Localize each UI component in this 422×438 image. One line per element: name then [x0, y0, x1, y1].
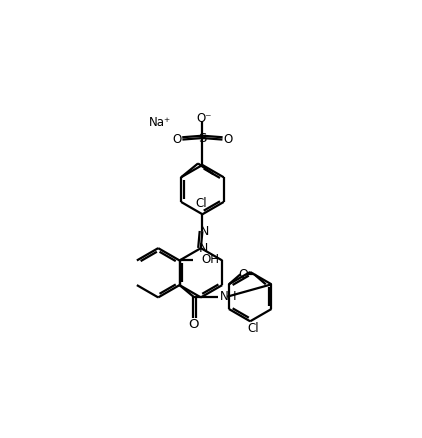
Text: Cl: Cl: [247, 322, 259, 336]
Text: O: O: [172, 133, 181, 146]
Text: NH: NH: [219, 290, 237, 303]
Text: OH: OH: [201, 253, 219, 266]
Text: Cl: Cl: [195, 197, 206, 210]
Text: O: O: [238, 268, 249, 281]
Text: O: O: [223, 133, 233, 146]
Text: N: N: [200, 225, 209, 238]
Text: O⁻: O⁻: [196, 112, 212, 124]
Text: O: O: [188, 318, 199, 331]
Text: S: S: [198, 131, 207, 145]
Text: Na⁺: Na⁺: [149, 116, 171, 129]
Text: N: N: [198, 242, 208, 254]
